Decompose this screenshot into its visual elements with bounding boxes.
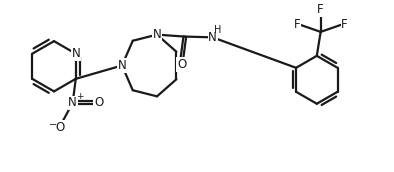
- Text: F: F: [341, 18, 348, 31]
- Text: O: O: [55, 121, 65, 134]
- Text: N: N: [208, 31, 217, 44]
- Text: F: F: [317, 3, 324, 16]
- Text: −: −: [49, 120, 58, 130]
- Text: H: H: [214, 25, 221, 35]
- Text: +: +: [76, 92, 84, 101]
- Text: N: N: [152, 28, 162, 41]
- Text: O: O: [177, 58, 186, 71]
- Text: F: F: [294, 18, 300, 31]
- Text: N: N: [68, 96, 77, 109]
- Text: N: N: [71, 47, 80, 60]
- Text: O: O: [94, 96, 103, 109]
- Text: N: N: [118, 59, 126, 72]
